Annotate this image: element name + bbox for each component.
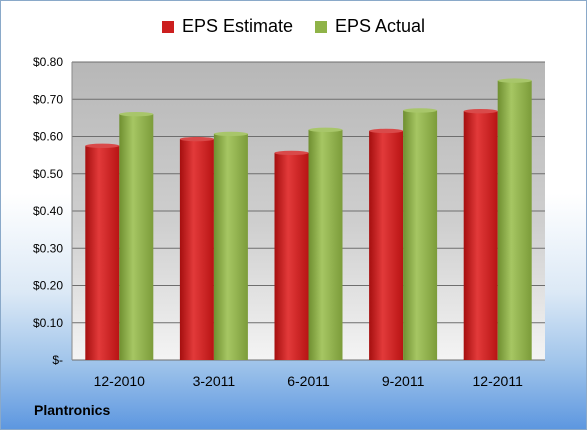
y-tick-label: $0.20 (33, 279, 63, 293)
bar-eps-actual-cap (403, 108, 438, 113)
y-tick-label: $0.60 (33, 130, 63, 144)
legend-label-actual: EPS Actual (334, 16, 426, 36)
x-tick-label: 3-2011 (193, 373, 236, 389)
legend-label-estimate: EPS Estimate (181, 16, 293, 36)
bar-eps-estimate (179, 139, 214, 360)
y-tick-label: $0.30 (33, 241, 63, 255)
bar-eps-actual (403, 110, 438, 360)
bar-eps-estimate-cap (463, 108, 498, 114)
legend-swatch-actual (314, 20, 327, 33)
bar-eps-actual (213, 133, 248, 360)
bar-eps-estimate-cap (179, 136, 214, 142)
legend-swatch-estimate (161, 20, 174, 33)
x-tick-label: 12-2010 (94, 373, 146, 389)
bar-eps-estimate (463, 111, 498, 360)
bar-eps-actual-cap (119, 111, 154, 117)
bar-eps-estimate (369, 130, 404, 360)
bar-eps-estimate-cap (85, 143, 120, 149)
company-name: Plantronics (34, 402, 111, 418)
legend-item-actual: EPS Actual (314, 16, 426, 37)
y-tick-label: $0.50 (33, 167, 63, 181)
y-tick-label: $0.70 (33, 92, 63, 106)
bar-eps-actual (308, 129, 343, 360)
bar-eps-actual-cap (213, 131, 248, 137)
bar-eps-actual-cap (308, 127, 343, 132)
bar-eps-actual (497, 80, 532, 360)
legend-item-estimate: EPS Estimate (161, 16, 293, 37)
bar-eps-estimate-cap (369, 128, 404, 134)
y-tick-label: $0.40 (33, 204, 63, 218)
x-tick-label: 12-2011 (473, 373, 524, 389)
bar-eps-actual-cap (497, 78, 532, 83)
bar-eps-estimate-cap (274, 150, 309, 156)
y-tick-label: $0.10 (33, 316, 63, 330)
y-tick-label: $0.80 (33, 55, 63, 69)
bar-eps-actual (119, 114, 154, 361)
bar-eps-estimate (85, 145, 120, 360)
x-tick-label: 9-2011 (382, 373, 425, 389)
x-tick-label: 6-2011 (287, 373, 330, 389)
chart-legend: EPS Estimate EPS Actual (0, 16, 587, 37)
y-tick-label: $- (52, 353, 63, 367)
bar-eps-estimate (274, 152, 309, 360)
